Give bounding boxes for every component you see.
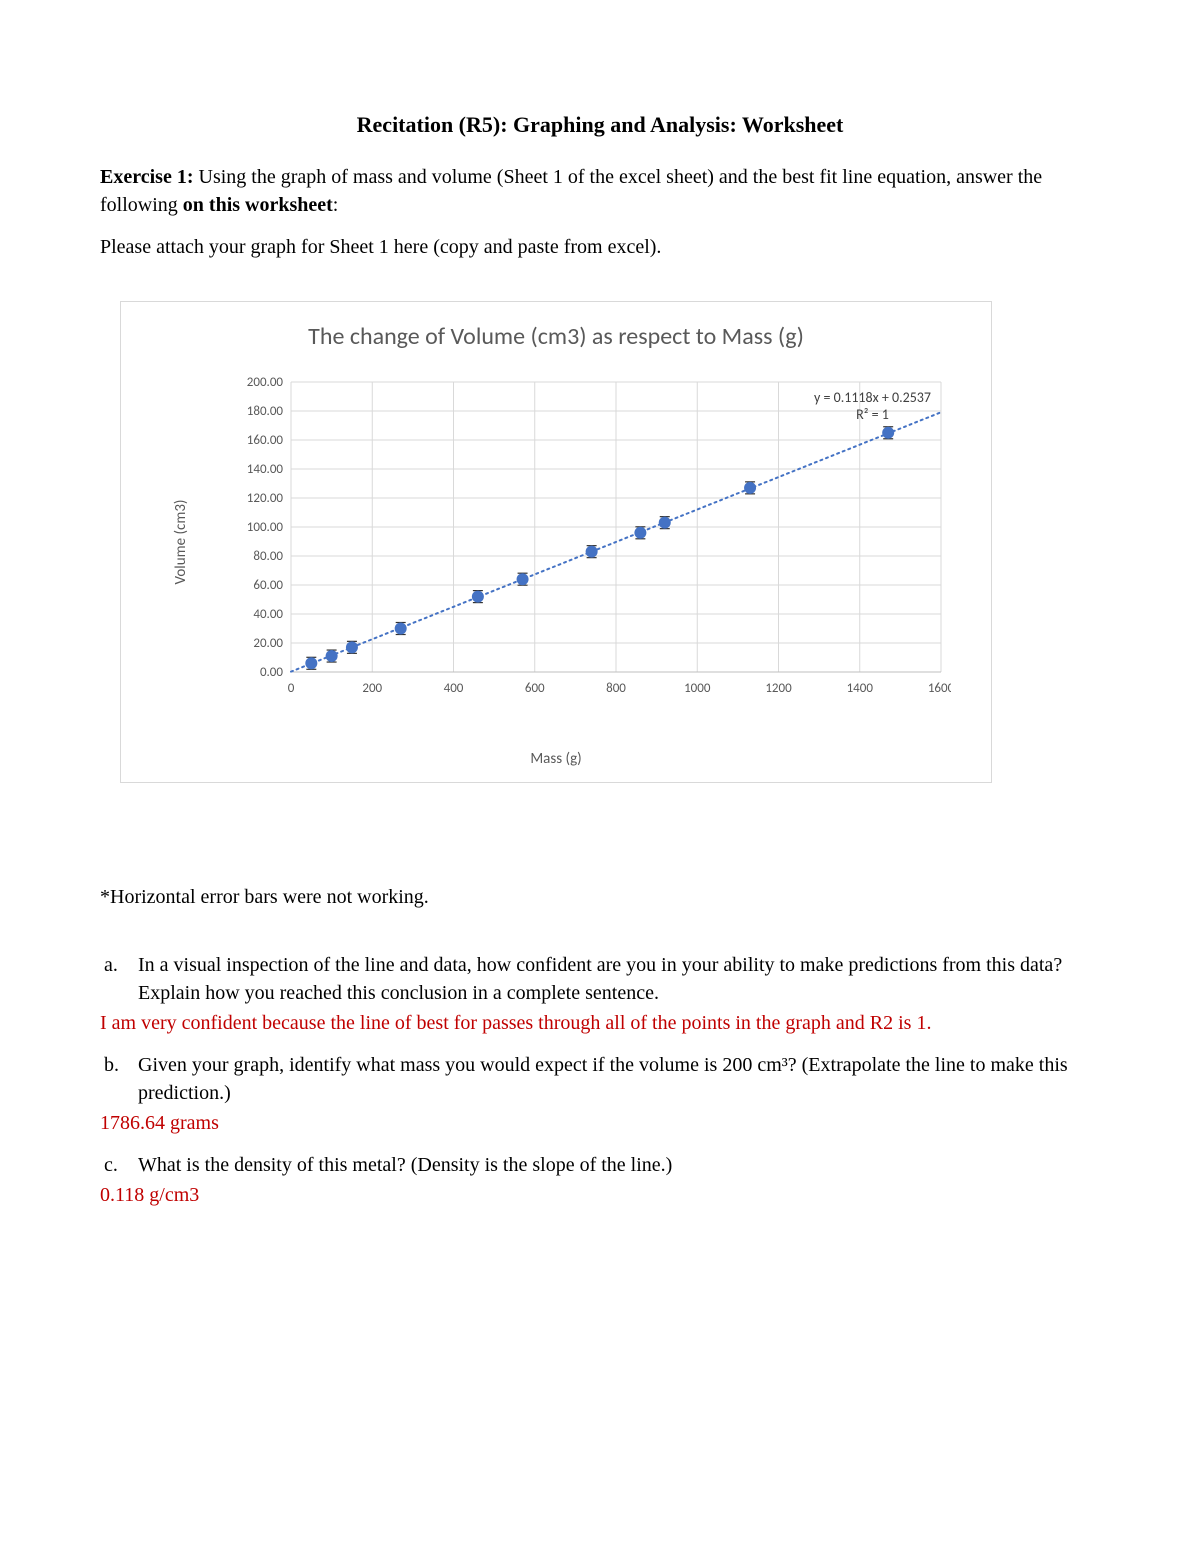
attach-instruction: Please attach your graph for Sheet 1 her… <box>100 233 1100 261</box>
chart-y-axis-label: Volume (cm3) <box>171 499 192 584</box>
equation-line-1: y = 0.1118x + 0.2537 <box>814 390 931 407</box>
exercise-label: Exercise 1: <box>100 166 194 188</box>
answer-b: 1786.64 grams <box>100 1109 1100 1137</box>
equation-line-2: R² = 1 <box>814 407 931 424</box>
svg-text:0.00: 0.00 <box>260 665 283 680</box>
svg-text:160.00: 160.00 <box>247 433 284 448</box>
svg-text:1200: 1200 <box>765 681 792 696</box>
chart-title: The change of Volume (cm3) as respect to… <box>121 302 991 354</box>
question-c: c. What is the density of this metal? (D… <box>100 1151 1100 1179</box>
svg-text:600: 600 <box>525 681 545 696</box>
svg-text:200.00: 200.00 <box>247 375 284 390</box>
svg-text:180.00: 180.00 <box>247 404 284 419</box>
question-a: a. In a visual inspection of the line an… <box>100 951 1100 1007</box>
question-c-text: What is the density of this metal? (Dens… <box>138 1151 1100 1179</box>
page-title: Recitation (R5): Graphing and Analysis: … <box>100 110 1100 141</box>
question-b-text: Given your graph, identify what mass you… <box>138 1051 1100 1107</box>
svg-text:1400: 1400 <box>847 681 874 696</box>
errorbar-note: *Horizontal error bars were not working. <box>100 883 1100 911</box>
worksheet-page: Recitation (R5): Graphing and Analysis: … <box>0 0 1200 1553</box>
trendline-equation: y = 0.1118x + 0.2537 R² = 1 <box>814 390 931 424</box>
svg-text:800: 800 <box>606 681 626 696</box>
svg-text:140.00: 140.00 <box>247 462 284 477</box>
chart-x-axis-label: Mass (g) <box>121 749 991 770</box>
answer-c: 0.118 g/cm3 <box>100 1181 1100 1209</box>
svg-text:100.00: 100.00 <box>247 520 284 535</box>
answer-a: I am very confident because the line of … <box>100 1009 1100 1037</box>
question-b-label: b. <box>100 1051 138 1107</box>
svg-text:200: 200 <box>362 681 382 696</box>
chart-container: The change of Volume (cm3) as respect to… <box>120 301 992 783</box>
svg-text:20.00: 20.00 <box>253 636 283 651</box>
question-list: a. In a visual inspection of the line an… <box>100 951 1100 1209</box>
question-b: b. Given your graph, identify what mass … <box>100 1051 1100 1107</box>
svg-text:400: 400 <box>444 681 464 696</box>
svg-text:1600: 1600 <box>928 681 951 696</box>
exercise-bold-2: on this worksheet <box>183 194 333 216</box>
svg-text:1000: 1000 <box>684 681 711 696</box>
question-a-label: a. <box>100 951 138 1007</box>
exercise-prompt: Exercise 1: Using the graph of mass and … <box>100 163 1100 219</box>
svg-text:40.00: 40.00 <box>253 607 283 622</box>
svg-text:120.00: 120.00 <box>247 491 284 506</box>
question-a-text: In a visual inspection of the line and d… <box>138 951 1100 1007</box>
question-c-label: c. <box>100 1151 138 1179</box>
svg-text:0: 0 <box>288 681 295 696</box>
svg-text:80.00: 80.00 <box>253 549 283 564</box>
svg-text:60.00: 60.00 <box>253 578 283 593</box>
exercise-text-2: : <box>333 194 339 216</box>
